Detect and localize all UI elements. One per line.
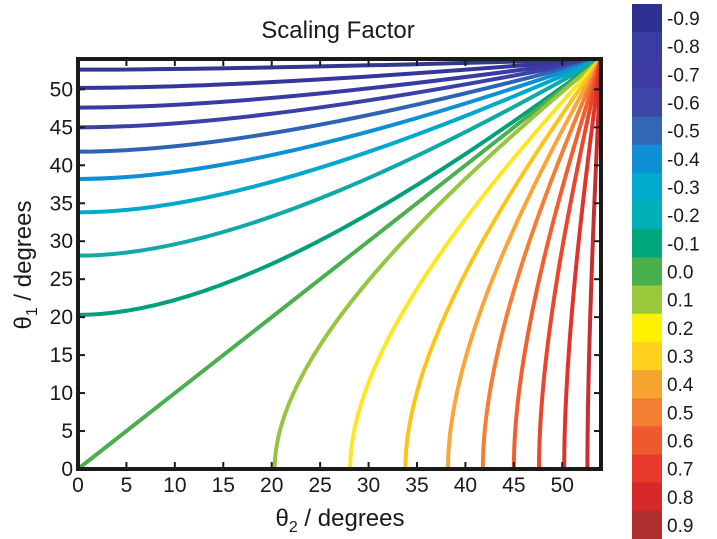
contour-line-11 — [272, 57, 603, 471]
colorbar-swatch — [632, 482, 662, 512]
colorbar-swatch — [632, 313, 662, 343]
colorbar-swatch — [632, 88, 662, 118]
y-tick-label: 0 — [61, 458, 73, 481]
x-tick-label: 15 — [212, 474, 235, 497]
y-tick-label: 10 — [50, 382, 73, 405]
colorbar-label: -0.3 — [667, 178, 700, 199]
colorbar-label: -0.9 — [667, 9, 700, 30]
x-tick-labels: 0 5 10 15 20 25 30 35 40 45 50 — [72, 474, 574, 497]
colorbar-label: 0.6 — [667, 431, 693, 452]
colorbar-swatch — [632, 398, 662, 427]
y-axis-label: θ1 / degrees — [10, 201, 41, 330]
contour-line-1 — [76, 57, 603, 72]
colorbar-swatch — [632, 510, 662, 539]
colorbar-label: 0.9 — [667, 516, 693, 537]
colorbar-swatch — [632, 116, 662, 146]
contour-line-4 — [76, 57, 603, 130]
x-tick-label: 25 — [308, 474, 331, 497]
y-tick-label: 15 — [50, 344, 73, 367]
colorbar-swatch — [632, 4, 662, 33]
x-tick-label: 30 — [357, 474, 380, 497]
plot-frame — [76, 57, 603, 471]
colorbar-swatch — [632, 60, 662, 90]
y-tick-label: 40 — [50, 154, 73, 177]
y-tick-label: 25 — [50, 268, 73, 291]
y-tick-label: 30 — [50, 230, 73, 253]
colorbar-swatch — [632, 285, 662, 315]
colorbar-swatch — [632, 257, 662, 287]
colorbar-swatch — [632, 201, 662, 230]
colorbar-label: 0.2 — [667, 319, 693, 340]
contour-line-8 — [76, 57, 603, 258]
y-tick-label: 35 — [50, 192, 73, 215]
x-axis-label: θ2 / degrees — [276, 505, 405, 536]
x-tick-label: 0 — [72, 474, 84, 497]
y-tick-label: 50 — [50, 78, 73, 101]
contour-lines — [76, 57, 603, 471]
colorbar-swatch — [632, 144, 662, 174]
colorbar-swatch — [632, 341, 662, 371]
y-axis-label-subscript: 1 — [24, 307, 41, 316]
colorbar-label: 0.5 — [667, 403, 693, 424]
chart-title: Scaling Factor — [261, 17, 414, 44]
contour-line-14 — [445, 57, 603, 471]
x-tick-label: 10 — [163, 474, 186, 497]
contour-line-5 — [76, 57, 603, 154]
contour-line-17 — [537, 57, 603, 471]
contour-line-10 — [76, 57, 603, 471]
contour-line-19 — [585, 57, 603, 471]
x-axis-label-text: / degrees — [298, 505, 405, 532]
colorbar-swatch — [632, 32, 662, 61]
colorbar-swatch — [632, 172, 662, 202]
colorbar-label: -0.4 — [667, 150, 700, 171]
x-tick-label: 40 — [454, 474, 477, 497]
contour-line-18 — [562, 57, 603, 471]
contour-line-15 — [480, 57, 603, 471]
colorbar-label: 0.7 — [667, 460, 693, 481]
y-tick-labels: 0 5 10 15 20 25 30 35 40 45 50 — [50, 78, 73, 481]
x-tick-label: 45 — [502, 474, 525, 497]
contour-line-13 — [403, 57, 603, 471]
y-tick-label: 5 — [61, 420, 73, 443]
contour-line-6 — [76, 57, 603, 181]
colorbar-label: -0.2 — [667, 206, 700, 227]
colorbar-label: -0.8 — [667, 37, 700, 58]
colorbar-label: 0.4 — [667, 375, 694, 396]
colorbar-swatch — [632, 454, 662, 484]
contour-line-7 — [76, 57, 603, 215]
colorbar-label: -0.6 — [667, 94, 700, 115]
x-axis-label-symbol: θ — [276, 505, 289, 532]
colorbar-swatch — [632, 229, 662, 259]
contour-line-12 — [348, 57, 603, 471]
colorbar-label: 0.0 — [667, 263, 693, 284]
colorbar-label: -0.5 — [667, 122, 700, 143]
y-tick-label: 20 — [50, 306, 73, 329]
x-tick-label: 5 — [121, 474, 133, 497]
contour-line-16 — [511, 57, 603, 471]
x-axis-label-subscript: 2 — [289, 519, 298, 536]
contour-line-9 — [76, 57, 603, 317]
colorbar-swatch — [632, 370, 662, 399]
colorbar-label: 0.1 — [667, 291, 693, 312]
y-axis-label-symbol: θ — [10, 316, 37, 329]
y-axis-label-text: / degrees — [10, 201, 37, 308]
x-tick-label: 50 — [551, 474, 574, 497]
colorbar-label: 0.8 — [667, 488, 693, 509]
contour-line-3 — [76, 57, 603, 110]
colorbar-label: 0.3 — [667, 347, 693, 368]
colorbar-labels: -0.9 -0.8 -0.7 -0.6 -0.5 -0.4 -0.3 -0.2 -0.1 0.0 0… — [667, 9, 700, 537]
colorbar-label: -0.7 — [667, 65, 700, 86]
colorbar — [632, 4, 662, 539]
y-tick-label: 45 — [50, 116, 73, 139]
colorbar-label: -0.1 — [667, 234, 700, 255]
x-tick-label: 35 — [405, 474, 428, 497]
colorbar-swatch — [632, 426, 662, 456]
x-tick-label: 20 — [260, 474, 283, 497]
contour-line-2 — [76, 57, 603, 90]
